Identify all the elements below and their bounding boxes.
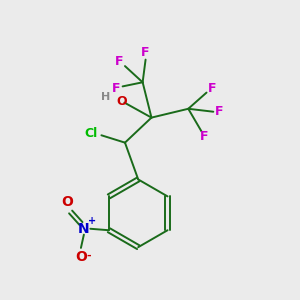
Text: N: N — [78, 222, 90, 236]
Text: -: - — [87, 250, 92, 260]
Text: F: F — [115, 55, 123, 68]
Text: F: F — [215, 105, 224, 118]
Text: O: O — [75, 250, 87, 264]
Text: F: F — [200, 130, 209, 143]
Text: O: O — [62, 195, 74, 209]
Text: H: H — [101, 92, 110, 102]
Text: +: + — [88, 215, 96, 226]
Text: Cl: Cl — [85, 127, 98, 140]
Text: F: F — [112, 82, 120, 95]
Text: F: F — [141, 46, 150, 59]
Text: F: F — [208, 82, 216, 95]
Text: O: O — [116, 95, 127, 108]
